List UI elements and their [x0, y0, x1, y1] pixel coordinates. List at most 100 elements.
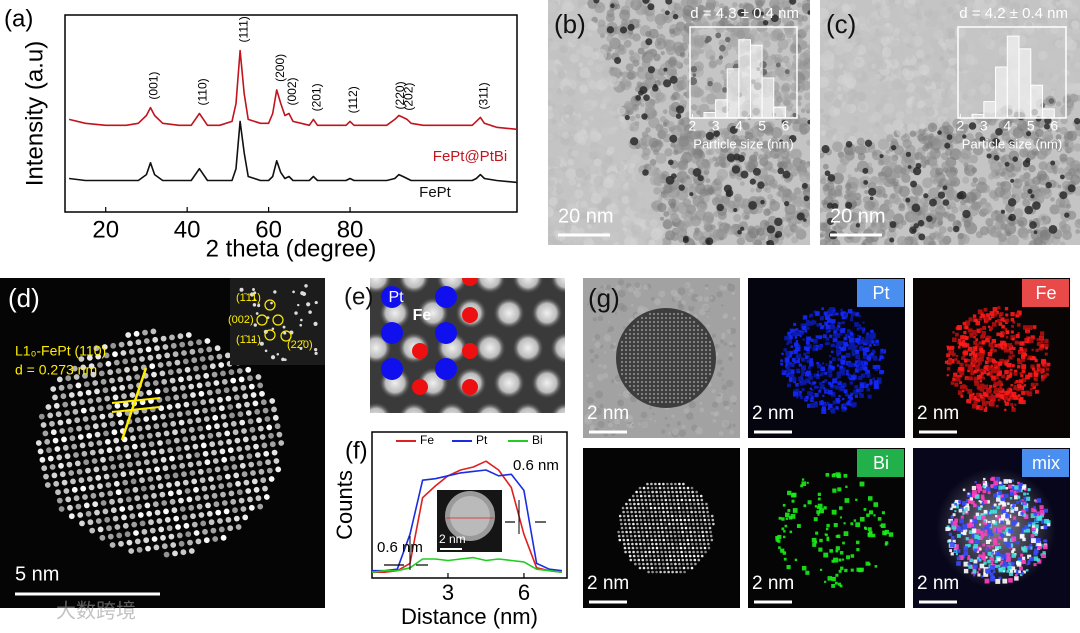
- texture: [653, 149, 660, 156]
- lattice-dot: [688, 352, 692, 356]
- atom-column: [257, 503, 264, 510]
- texture: [712, 333, 717, 338]
- atom-column: [79, 520, 85, 527]
- texture: [567, 204, 574, 211]
- atom-column: [52, 394, 58, 401]
- atom-column: [161, 378, 168, 385]
- texture: [602, 364, 607, 369]
- signal-pixel: [851, 376, 856, 381]
- atom-column: [179, 341, 186, 348]
- signal-pixel: [828, 403, 833, 409]
- atom-column: [162, 465, 169, 472]
- atom-blob: [550, 332, 565, 364]
- atom-column: [145, 467, 152, 474]
- lattice-dot: [684, 320, 688, 324]
- texture: [739, 181, 745, 186]
- texture: [650, 297, 655, 302]
- atom-column: [184, 488, 191, 494]
- atom-column: [116, 454, 123, 461]
- atom-column: [187, 340, 194, 347]
- texture: [797, 95, 803, 101]
- fft-spot: [313, 321, 318, 326]
- atom-column: [216, 353, 223, 360]
- lattice-dot: [704, 340, 708, 344]
- lattice-dot: [692, 328, 696, 332]
- signal-pixel: [819, 316, 824, 321]
- lattice-dot: [644, 324, 648, 328]
- nanoparticle: [635, 95, 641, 101]
- atom-column: [107, 412, 114, 419]
- lattice-dot: [632, 376, 636, 380]
- texture: [748, 162, 755, 169]
- atom-column: [167, 490, 174, 497]
- texture: [868, 42, 875, 49]
- lattice-dot: [652, 340, 656, 344]
- texture: [1000, 223, 1008, 230]
- nanoparticle: [946, 134, 953, 140]
- lattice-dot: [656, 368, 660, 372]
- nanoparticle: [1045, 181, 1052, 189]
- atom-column: [82, 494, 88, 500]
- texture: [1022, 198, 1031, 207]
- fft-spot: [294, 311, 298, 315]
- atom-column: [40, 422, 47, 428]
- atom-column: [172, 429, 178, 436]
- atom-column: [253, 443, 259, 450]
- atom-column: [190, 392, 196, 398]
- lattice-dot: [688, 368, 692, 372]
- texture: [803, 187, 810, 199]
- lattice-dot: [700, 344, 704, 348]
- atom-column: [56, 497, 63, 504]
- lattice-dot: [700, 352, 704, 356]
- lattice-dot: [668, 384, 672, 388]
- texture: [608, 320, 611, 323]
- atom-column: [73, 452, 79, 458]
- lattice-dot: [640, 356, 644, 360]
- lattice-dot: [636, 372, 640, 376]
- x-tick-label: 6: [518, 580, 530, 605]
- lattice-dot: [680, 384, 684, 388]
- nanoparticle: [689, 192, 694, 197]
- peak-label: (201): [310, 83, 324, 111]
- lattice-dot: [680, 324, 684, 328]
- atom-column: [160, 413, 166, 420]
- lattice-dot: [632, 336, 636, 340]
- signal-pixel: [807, 355, 810, 358]
- atom-column: [164, 473, 171, 480]
- texture: [841, 94, 847, 100]
- panel-label: (f): [345, 437, 368, 464]
- nanoparticle: [675, 105, 685, 114]
- atom-column: [203, 416, 210, 422]
- lattice-dot: [704, 332, 708, 336]
- lattice-dot: [676, 332, 680, 336]
- atom-column: [75, 382, 82, 389]
- texture: [548, 20, 552, 25]
- atom-column: [227, 525, 234, 532]
- texture: [676, 202, 685, 210]
- lattice-dot: [688, 392, 692, 396]
- lattice-dot: [628, 376, 632, 380]
- atom-column: [204, 459, 211, 466]
- fft-spot: [301, 291, 307, 297]
- lattice-dot: [656, 360, 660, 364]
- lattice-dot: [660, 380, 664, 384]
- lattice-dot: [636, 384, 640, 388]
- nanoparticle: [784, 200, 790, 207]
- texture: [788, 192, 797, 201]
- atom-column: [35, 440, 42, 446]
- atom-column: [222, 422, 229, 428]
- lattice-dot: [648, 348, 652, 352]
- lattice-dot: [636, 352, 640, 356]
- texture: [904, 70, 915, 81]
- lattice-dot: [648, 328, 652, 332]
- lattice-dot: [652, 400, 656, 404]
- atom-column: [86, 476, 93, 482]
- texture: [853, 115, 860, 122]
- atom-column: [185, 332, 192, 338]
- texture: [981, 203, 993, 215]
- texture: [609, 66, 619, 77]
- texture: [618, 45, 627, 55]
- texture: [589, 424, 595, 430]
- signal-pixel: [828, 381, 832, 385]
- texture: [1017, 124, 1023, 130]
